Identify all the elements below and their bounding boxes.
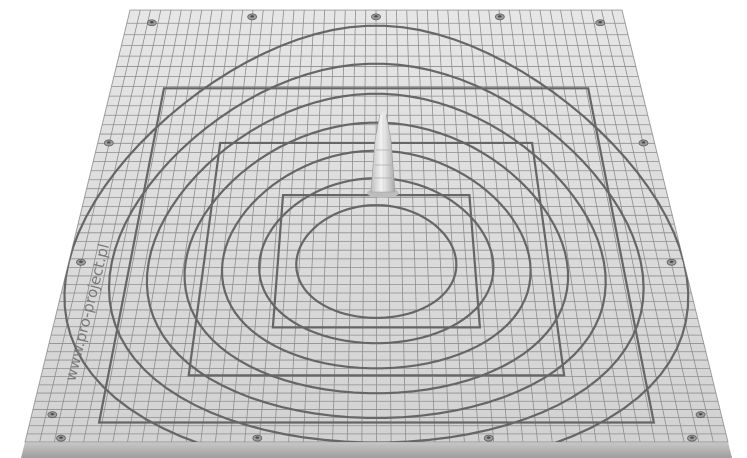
grid-line [457,10,495,442]
grid-line [519,10,582,442]
grid-line [141,10,213,442]
bolt-socket [374,15,378,18]
grid-line [549,10,626,442]
grid-line [478,10,524,442]
grid-line [332,10,346,442]
grid-line [488,10,539,442]
bolt-socket [150,21,154,24]
grid-line [467,10,509,442]
center-pin [367,112,399,198]
mounting-bolts [47,13,706,442]
groove-ring [258,177,495,345]
grid-line [302,10,326,442]
grid-line [539,10,612,442]
grid-line [156,10,223,442]
grid-line [214,10,264,442]
groove-ring [220,149,532,370]
grid-line [112,10,192,442]
grid-line [200,10,254,442]
grid-line [580,10,670,442]
vacuum-grooves [63,24,690,442]
grid-line [273,10,305,442]
grid-line [25,10,131,442]
grid-line [498,10,553,442]
grid-line [447,10,480,442]
grid-line [346,10,356,442]
grid-line [406,10,421,442]
bolt-socket [107,141,111,144]
bolt-socket [79,260,83,263]
grid-line [361,10,367,442]
grid-line [53,10,151,442]
groove-ring [107,62,645,442]
groove-square [187,141,566,377]
grid-line [229,10,274,442]
grid-line [39,10,141,442]
bolt-socket [641,141,646,144]
bolt-socket [59,436,63,439]
grid-line [396,10,407,442]
groove-ring [145,92,607,419]
bolt-socket [598,21,603,24]
grid-line [601,10,700,442]
bolt-socket [50,413,55,416]
grid-line [437,10,465,442]
bolt-socket [250,15,254,18]
grid-line [317,10,336,442]
bolt-socket [669,260,674,263]
grid-line [83,10,172,442]
grid-line [68,10,162,442]
grid-line [416,10,436,442]
bolt-socket [698,413,703,416]
grid-line [611,10,714,442]
grid-line [244,10,285,442]
grid-line [375,10,377,442]
bolt-socket [255,436,260,439]
grid-line [570,10,656,442]
grid-line [560,10,641,442]
grid-line [590,10,685,442]
bolt-socket [690,436,694,439]
groove-square [97,87,656,424]
plate-edge [21,442,732,458]
grid-line [258,10,295,442]
grid-line [171,10,233,442]
bolt-socket [486,436,491,439]
grid-line [426,10,451,442]
groove-square [271,194,482,329]
grid-line [97,10,182,442]
grid-line [127,10,203,442]
grid-line [288,10,315,442]
bolt-socket [498,15,502,18]
groove-ring [295,204,458,319]
grid-line [385,10,392,442]
grid-line [529,10,597,442]
